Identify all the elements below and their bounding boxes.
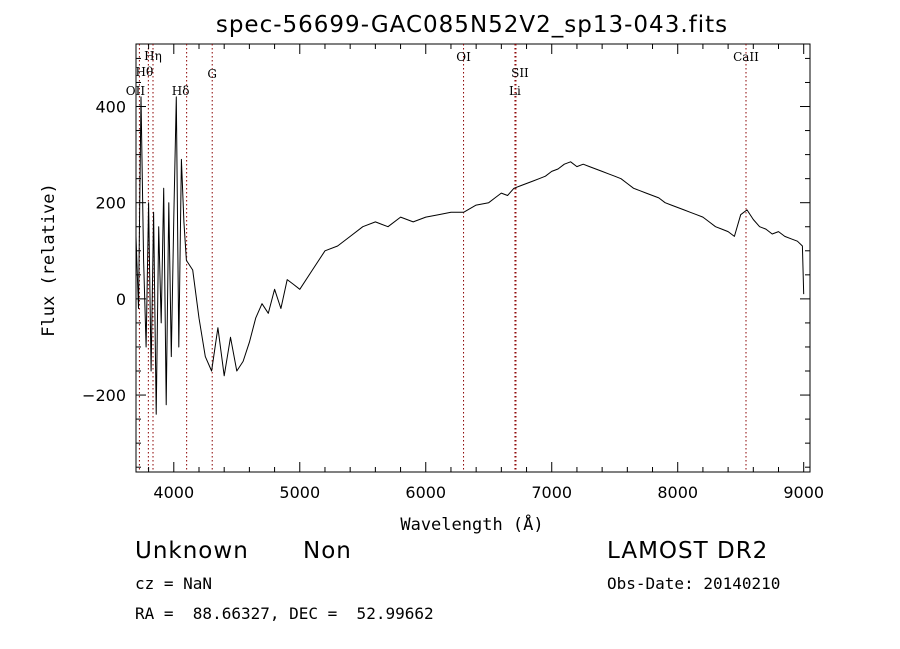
- y-tick-label: 200: [95, 194, 126, 213]
- survey-name: LAMOST DR2: [607, 538, 769, 564]
- marker-label-li: Li: [509, 84, 521, 98]
- y-tick-label: 400: [95, 98, 126, 117]
- marker-label-hθ: Hθ: [135, 65, 153, 79]
- plot-border: [135, 43, 811, 473]
- x-axis: 4000 5000 6000 7000 8000 9000: [148, 44, 824, 502]
- marker-label-sii: SII: [511, 66, 529, 80]
- x-tick-label: 4000: [153, 483, 194, 502]
- spectral-line-markers: [138, 44, 747, 472]
- x-tick-label: 5000: [279, 483, 320, 502]
- x-tick-label: 6000: [405, 483, 446, 502]
- x-tick-label: 7000: [531, 483, 572, 502]
- y-axis: −200 0 200 400: [82, 57, 810, 468]
- marker-label-caii: CaII: [733, 50, 759, 64]
- redshift-cz: cz = NaN: [135, 574, 213, 593]
- spectral-line-labels: OII Hη Hθ Hδ G OI SII Li CaII: [126, 49, 759, 98]
- chart-title: spec-56699-GAC085N52V2_sp13-043.fits: [216, 12, 728, 38]
- y-axis-label: Flux (relative): [39, 183, 59, 337]
- object-subclass: Non: [303, 538, 352, 564]
- x-tick-label: 8000: [657, 483, 698, 502]
- y-tick-label: 0: [116, 290, 126, 309]
- x-tick-label: 9000: [783, 483, 824, 502]
- spectrum-series: [135, 96, 805, 415]
- marker-label-oi: OI: [456, 50, 471, 64]
- spectrum-line-0: [135, 96, 805, 415]
- ra-dec-coordinates: RA = 88.66327, DEC = 52.99662: [135, 604, 434, 623]
- observation-date: Obs-Date: 20140210: [607, 574, 781, 593]
- plot-frame: [135, 43, 811, 473]
- object-type: Unknown: [135, 538, 249, 564]
- marker-label-oii: OII: [126, 84, 146, 98]
- y-tick-label: −200: [82, 386, 126, 405]
- x-axis-label: Wavelength (Å): [400, 513, 543, 535]
- marker-label-g: G: [207, 67, 217, 81]
- marker-label-hη: Hη: [144, 49, 162, 63]
- marker-label-hδ: Hδ: [172, 84, 190, 98]
